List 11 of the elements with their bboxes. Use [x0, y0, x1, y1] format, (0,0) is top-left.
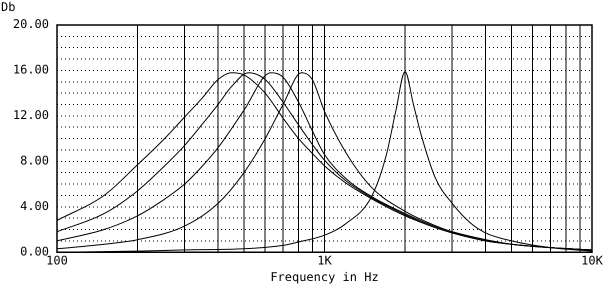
x-tick-label: 10K	[581, 254, 604, 268]
x-tick-label: 1K	[317, 254, 332, 268]
y-tick-label: 20.00	[12, 17, 49, 32]
x-axis-title: Frequency in Hz	[270, 270, 379, 284]
y-tick-label: 8.00	[20, 153, 49, 168]
y-tick-label: 0.00	[20, 244, 49, 258]
y-tick-label: 16.00	[12, 62, 49, 77]
y-tick-label: 4.00	[20, 198, 49, 213]
x-tick-label: 100	[46, 254, 68, 268]
y-tick-label: 12.00	[12, 108, 49, 122]
y-axis-title: Db	[1, 0, 16, 14]
